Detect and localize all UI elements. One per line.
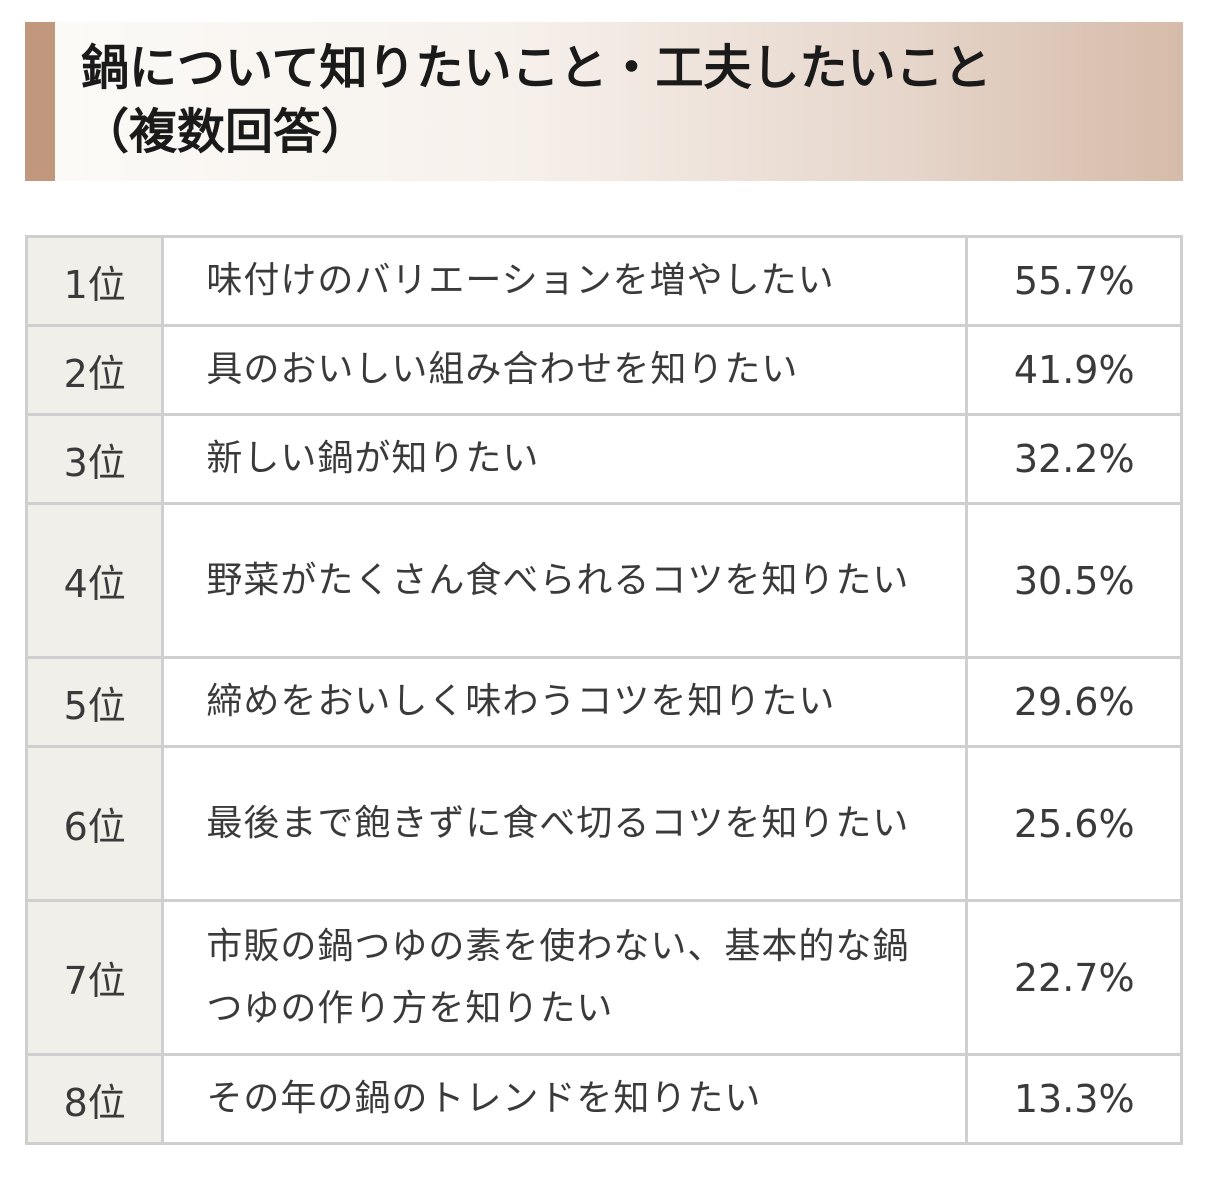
percent-cell: 25.6% (965, 745, 1183, 902)
table-row: 6位 最後まで飽きずに食べ切るコツを知りたい 25.6% (24, 745, 1183, 902)
item-cell: 市販の鍋つゆの素を使わない、基本的な鍋つゆの作り方を知りたい (161, 899, 969, 1056)
percent-cell: 13.3% (965, 1053, 1183, 1145)
percent-cell: 55.7% (965, 235, 1183, 327)
rank-cell: 4位 (24, 502, 165, 659)
rank-cell: 8位 (24, 1053, 165, 1145)
table-row: 1位 味付けのバリエーションを増やしたい 55.7% (24, 235, 1183, 327)
rank-cell: 6位 (24, 745, 165, 902)
table-row: 7位 市販の鍋つゆの素を使わない、基本的な鍋つゆの作り方を知りたい 22.7% (24, 899, 1183, 1056)
item-cell: その年の鍋のトレンドを知りたい (161, 1053, 969, 1145)
percent-cell: 30.5% (965, 502, 1183, 659)
ranking-table: 1位 味付けのバリエーションを増やしたい 55.7% 2位 具のおいしい組み合わ… (24, 235, 1183, 1145)
rank-cell: 2位 (24, 324, 165, 416)
percent-cell: 32.2% (965, 413, 1183, 505)
page-title: 鍋について知りたいこと・工夫したいこと （複数回答） (81, 36, 1161, 164)
percent-cell: 22.7% (965, 899, 1183, 1056)
table-row: 4位 野菜がたくさん食べられるコツを知りたい 30.5% (24, 502, 1183, 659)
item-cell: 野菜がたくさん食べられるコツを知りたい (161, 502, 969, 659)
table-row: 5位 締めをおいしく味わうコツを知りたい 29.6% (24, 656, 1183, 748)
page-title-line-1: 鍋について知りたいこと・工夫したいこと (81, 40, 992, 96)
table-row: 2位 具のおいしい組み合わせを知りたい 41.9% (24, 324, 1183, 416)
item-cell: 最後まで飽きずに食べ切るコツを知りたい (161, 745, 969, 902)
section-heading: 鍋について知りたいこと・工夫したいこと （複数回答） (25, 22, 1183, 181)
table-row: 8位 その年の鍋のトレンドを知りたい 13.3% (24, 1053, 1183, 1145)
item-cell: 締めをおいしく味わうコツを知りたい (161, 656, 969, 748)
percent-cell: 41.9% (965, 324, 1183, 416)
item-cell: 味付けのバリエーションを増やしたい (161, 235, 969, 327)
table-row: 3位 新しい鍋が知りたい 32.2% (24, 413, 1183, 505)
page-title-line-2: （複数回答） (81, 104, 370, 160)
rank-cell: 3位 (24, 413, 165, 505)
item-cell: 具のおいしい組み合わせを知りたい (161, 324, 969, 416)
rank-cell: 1位 (24, 235, 165, 327)
percent-cell: 29.6% (965, 656, 1183, 748)
item-cell: 新しい鍋が知りたい (161, 413, 969, 505)
rank-cell: 5位 (24, 656, 165, 748)
rank-cell: 7位 (24, 899, 165, 1056)
